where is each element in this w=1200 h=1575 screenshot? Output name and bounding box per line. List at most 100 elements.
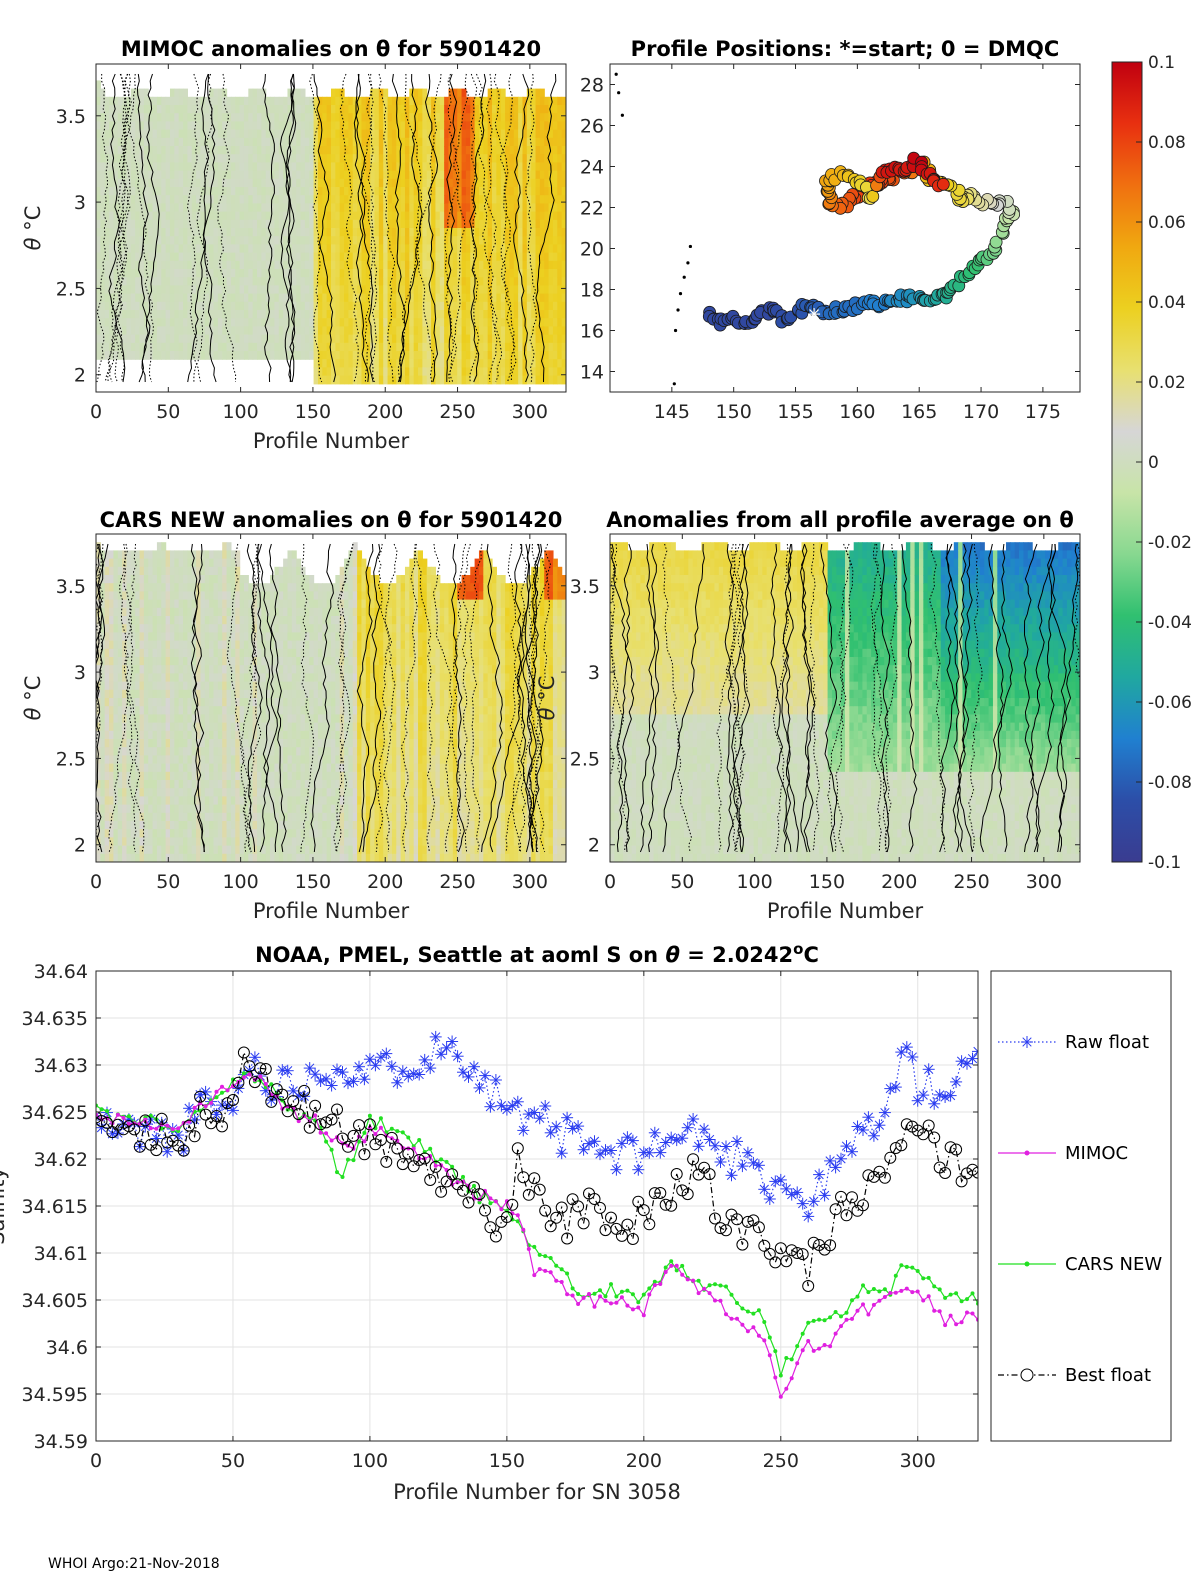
heatmap-cell	[209, 318, 215, 327]
heatmap-cell	[135, 747, 141, 756]
heatmap-cell	[422, 244, 428, 254]
heatmap-cell	[217, 211, 223, 221]
heatmap-cell	[513, 195, 519, 204]
heatmap-cell	[148, 260, 154, 270]
heatmap-cell	[309, 178, 315, 188]
heatmap-cell	[165, 648, 171, 658]
heatmap-cell	[261, 162, 267, 172]
heatmap-cell	[222, 170, 228, 180]
heatmap-cell	[348, 154, 354, 163]
heatmap-cell	[413, 367, 419, 377]
heatmap-cell	[117, 771, 123, 781]
heatmap-cell	[130, 351, 136, 360]
heatmap-cell	[309, 228, 315, 237]
heatmap-cell	[535, 342, 541, 352]
heatmap-cell	[544, 195, 550, 204]
heatmap-cell	[387, 334, 393, 344]
heatmap-cell	[278, 170, 284, 180]
heatmap-cell	[361, 137, 367, 147]
heatmap-cell	[183, 780, 188, 789]
heatmap-cell	[156, 146, 162, 155]
heatmap-cell	[196, 310, 202, 319]
heatmap-cell	[222, 301, 228, 311]
heatmap-cell	[344, 236, 350, 245]
heatmap-cell	[483, 211, 489, 221]
heatmap-cell	[270, 146, 276, 155]
heatmap-cell	[465, 351, 471, 360]
heatmap-cell	[287, 351, 293, 360]
heatmap-cell	[191, 804, 197, 814]
heatmap-cell	[383, 244, 389, 254]
heatmap-cell	[113, 170, 119, 180]
heatmap-cell	[174, 244, 180, 254]
heatmap-cell	[391, 334, 397, 344]
heatmap-cell	[300, 113, 306, 122]
heatmap-cell	[435, 269, 441, 278]
heatmap-cell	[435, 359, 441, 368]
heatmap-cell	[165, 121, 171, 131]
heatmap-cell	[457, 154, 463, 163]
heatmap-cell	[391, 129, 397, 139]
heatmap-cell	[457, 277, 463, 286]
heatmap-cell	[413, 351, 419, 360]
heatmap-cell	[117, 137, 123, 147]
heatmap-cell	[483, 170, 489, 180]
heatmap-cell	[135, 334, 141, 344]
heatmap-cell	[230, 129, 236, 139]
heatmap-cell	[109, 714, 115, 724]
heatmap-cell	[518, 301, 524, 311]
heatmap-cell	[248, 310, 254, 319]
heatmap-cell	[104, 722, 110, 732]
heatmap-cell	[378, 310, 384, 319]
heatmap-cell	[278, 105, 284, 114]
heatmap-cell	[226, 318, 232, 327]
heatmap-cell	[213, 195, 219, 204]
heatmap-cell	[139, 129, 145, 139]
heatmap-cell	[174, 706, 180, 715]
heatmap-cell	[352, 277, 358, 286]
heatmap-cell	[335, 162, 341, 172]
heatmap-cell	[196, 219, 202, 229]
heatmap-cell	[348, 375, 354, 385]
heatmap-cell	[387, 269, 393, 278]
heatmap-cell	[539, 269, 545, 278]
heatmap-cell	[143, 88, 149, 98]
heatmap-cell	[478, 113, 484, 122]
heatmap-cell	[252, 88, 258, 98]
heatmap-cell	[361, 367, 367, 377]
heatmap-cell	[178, 566, 184, 576]
heatmap-cell	[387, 137, 393, 147]
heatmap-cell	[104, 113, 110, 122]
heatmap-cell	[252, 318, 258, 327]
heatmap-cell	[348, 260, 354, 270]
heatmap-cell	[391, 178, 397, 188]
heatmap-cell	[505, 359, 511, 368]
heatmap-cell	[213, 334, 219, 344]
heatmap-cell	[156, 821, 162, 830]
heatmap-cell	[248, 293, 254, 303]
heatmap-cell	[496, 121, 502, 131]
heatmap-cell	[265, 211, 271, 221]
heatmap-cell	[152, 113, 158, 122]
heatmap-cell	[161, 195, 167, 204]
heatmap-cell	[122, 739, 128, 748]
heatmap-cell	[522, 277, 528, 286]
heatmap-cell	[492, 334, 497, 344]
heatmap-cell	[161, 244, 167, 254]
heatmap-cell	[396, 260, 402, 270]
heatmap-cell	[204, 178, 210, 188]
heatmap-cell	[452, 211, 458, 221]
heatmap-cell	[248, 318, 254, 327]
heatmap-cell	[557, 219, 563, 229]
heatmap-cell	[439, 269, 445, 278]
heatmap-cell	[156, 542, 162, 551]
heatmap-cell	[526, 88, 532, 98]
heatmap-cell	[313, 236, 319, 245]
heatmap-cell	[448, 367, 454, 377]
heatmap-cell	[187, 301, 193, 311]
heatmap-cell	[348, 342, 354, 352]
heatmap-cell	[404, 178, 410, 188]
heatmap-cell	[322, 219, 328, 229]
heatmap-cell	[370, 334, 376, 344]
heatmap-cell	[291, 342, 297, 352]
